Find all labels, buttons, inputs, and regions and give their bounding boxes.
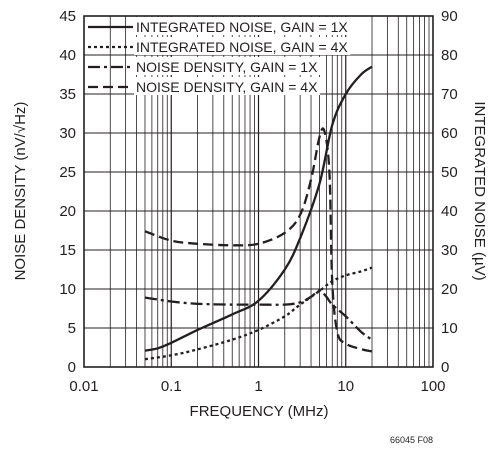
y-left-axis-title: NOISE DENSITY (nV/√Hz) [12,102,29,281]
legend-label-4: NOISE DENSITY, GAIN = 4X [136,79,318,95]
y-left-tick-label: 30 [59,125,76,142]
legend-bg-1 [134,17,351,35]
legend-bg-3 [134,57,321,75]
y-left-tick-label: 5 [68,320,76,337]
y-left-tick-label: 45 [59,8,76,25]
series-line-1 [144,65,373,352]
x-tick-label: 1 [254,378,262,395]
x-tick-label: 10 [337,378,354,395]
y-left-tick-label: 20 [59,203,76,220]
y-right-tick-label: 20 [441,281,458,298]
y-left-tick-label: 15 [59,242,76,259]
series-line-4 [144,127,373,353]
y-right-tick-label: 60 [441,125,458,142]
legend-bg-2 [134,37,351,55]
y-left-tick-labels: 0 5 10 15 20 25 30 35 40 45 [59,8,76,376]
series-line-3 [144,289,373,341]
y-right-tick-label: 0 [441,359,449,376]
y-right-tick-label: 90 [441,8,458,25]
y-right-tick-labels: 0 10 20 30 40 50 60 70 80 90 [441,8,458,376]
legend-label-1: INTEGRATED NOISE, GAIN = 1X [136,19,348,35]
legend-bg-4 [134,77,321,95]
y-right-tick-label: 50 [441,164,458,181]
y-right-axis-title: INTEGRATED NOISE (µV) [471,101,488,280]
y-right-tick-label: 70 [441,86,458,103]
y-right-tick-label: 80 [441,47,458,64]
legend: INTEGRATED NOISE, GAIN = 1X INTEGRATED NO… [88,17,351,95]
x-tick-label: 100 [420,378,445,395]
plot-frame [83,15,434,368]
legend-label-2: INTEGRATED NOISE, GAIN = 4X [136,39,348,55]
series-layer [144,65,373,361]
legend-label-3: NOISE DENSITY, GAIN = 1X [136,59,318,75]
x-tick-label: 0.01 [69,378,98,395]
y-left-tick-label: 0 [68,359,76,376]
y-left-tick-label: 35 [59,86,76,103]
x-tick-labels: 0.01 0.1 1 10 100 [69,378,445,395]
y-left-tick-label: 10 [59,281,76,298]
y-left-tick-label: 40 [59,47,76,64]
series-line-2 [144,266,373,361]
figure-footnote: 66045 F08 [390,435,433,445]
y-right-tick-label: 10 [441,320,458,337]
x-tick-label: 0.1 [161,378,182,395]
x-axis-title: FREQUENCY (MHz) [190,403,329,420]
y-right-tick-label: 30 [441,242,458,259]
y-right-tick-label: 40 [441,203,458,220]
y-left-tick-label: 25 [59,164,76,181]
